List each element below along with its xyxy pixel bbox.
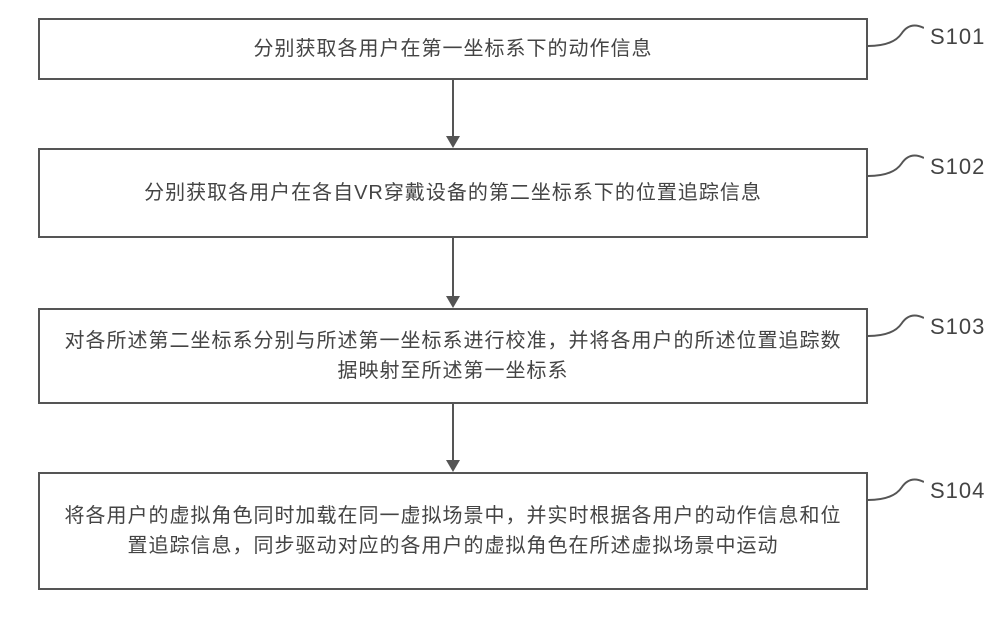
flow-step-s104: 将各用户的虚拟角色同时加载在同一虚拟场景中，并实时根据各用户的动作信息和位置追踪… [38,472,868,590]
arrowhead-icon [446,136,460,148]
flow-step-label-s104: S104 [930,478,985,504]
flow-arrow [452,238,454,298]
flow-step-s103: 对各所述第二坐标系分别与所述第一坐标系进行校准，并将各用户的所述位置追踪数据映射… [38,308,868,404]
label-connector [868,310,924,340]
flow-arrow [452,404,454,462]
arrowhead-icon [446,460,460,472]
flow-step-s101: 分别获取各用户在第一坐标系下的动作信息 [38,18,868,80]
label-connector [868,20,924,50]
label-connector [868,150,924,180]
flow-step-text: 分别获取各用户在第一坐标系下的动作信息 [254,34,653,64]
flow-step-label-s101: S101 [930,24,985,50]
flow-step-label-s103: S103 [930,314,985,340]
flow-step-text: 对各所述第二坐标系分别与所述第一坐标系进行校准，并将各用户的所述位置追踪数据映射… [60,326,846,386]
flow-step-label-s102: S102 [930,154,985,180]
arrowhead-icon [446,296,460,308]
flow-step-text: 将各用户的虚拟角色同时加载在同一虚拟场景中，并实时根据各用户的动作信息和位置追踪… [60,501,846,561]
flow-arrow [452,80,454,138]
flow-step-text: 分别获取各用户在各自VR穿戴设备的第二坐标系下的位置追踪信息 [144,178,762,208]
flow-step-s102: 分别获取各用户在各自VR穿戴设备的第二坐标系下的位置追踪信息 [38,148,868,238]
label-connector [868,474,924,504]
flowchart-canvas: 分别获取各用户在第一坐标系下的动作信息 S101 分别获取各用户在各自VR穿戴设备的… [0,0,1000,618]
